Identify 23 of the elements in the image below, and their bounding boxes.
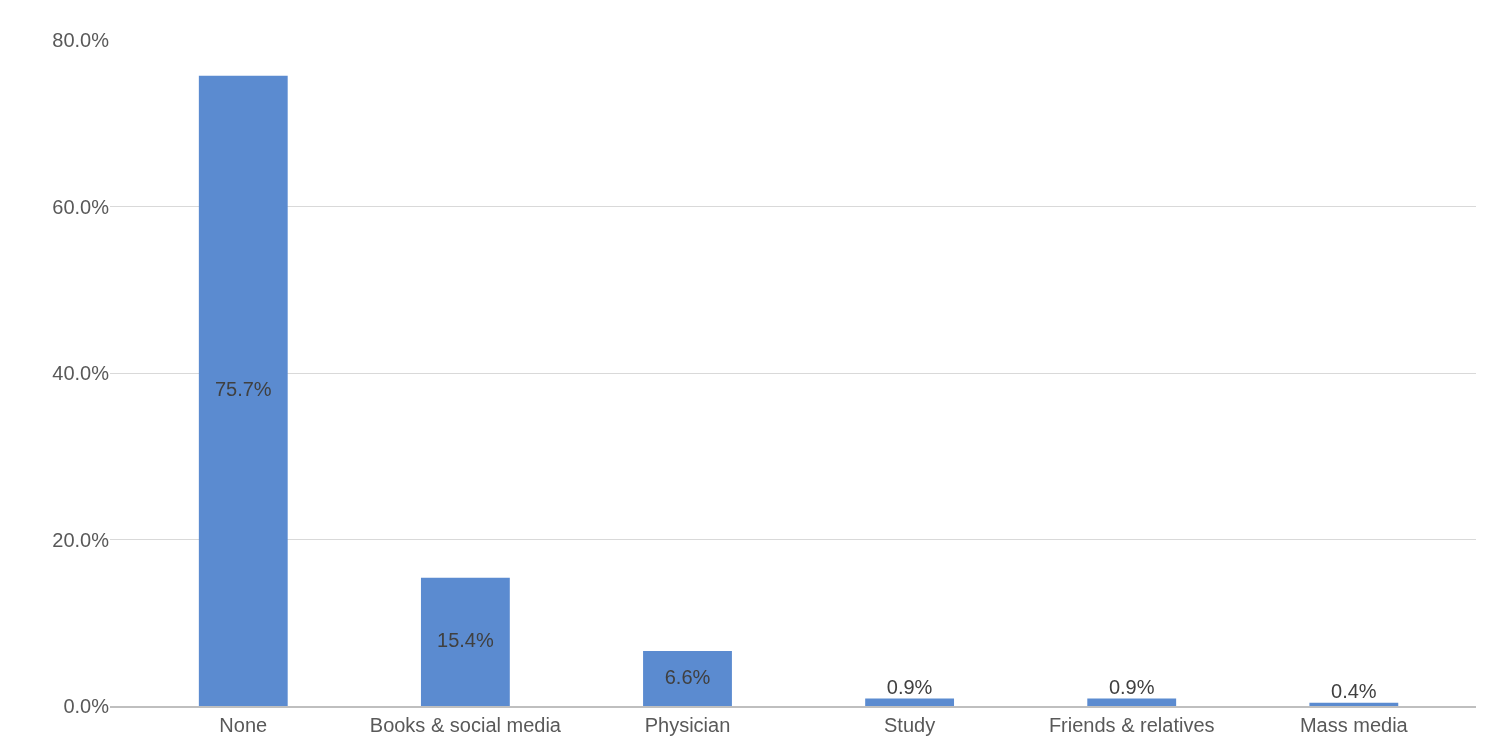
data-label: 0.4%	[1331, 679, 1377, 702]
x-tick-label: None	[219, 714, 268, 736]
x-tick-label: Books & social media	[369, 714, 562, 736]
data-label: 15.4%	[437, 628, 494, 651]
bar	[643, 651, 732, 706]
data-label: 6.6%	[664, 665, 711, 688]
bar	[1309, 702, 1399, 706]
x-tick-label: Friends & relatives	[1048, 714, 1215, 736]
y-tick-label: 40.0%	[52, 362, 110, 384]
x-tick-label: Physician	[644, 714, 731, 736]
y-tick-label: 80.0%	[52, 29, 110, 51]
y-tick-label: 20.0%	[52, 528, 110, 551]
y-tick-label: 0.0%	[63, 695, 110, 717]
bar	[865, 698, 955, 706]
x-tick-label: Study	[884, 714, 936, 736]
bar	[198, 75, 288, 706]
bar	[1087, 698, 1177, 706]
y-tick-label: 60.0%	[52, 195, 110, 218]
data-label: 75.7%	[214, 377, 272, 400]
data-label: 0.9%	[886, 675, 933, 698]
bar	[420, 577, 510, 706]
x-tick-label: Mass media	[1299, 714, 1409, 736]
data-label: 0.9%	[1108, 675, 1155, 698]
